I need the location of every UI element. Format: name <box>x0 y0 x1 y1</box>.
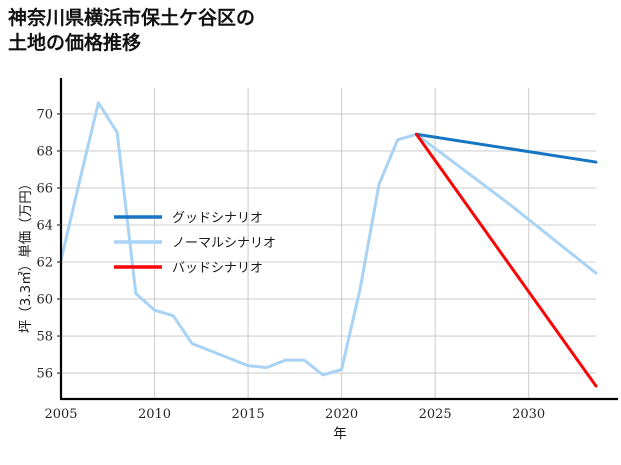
page-title: 神奈川県横浜市保土ケ谷区の 土地の価格推移 <box>8 8 256 55</box>
y-tick-labels: 56 58 60 62 64 66 68 70 <box>36 107 61 382</box>
x-tick-label: 2015 <box>232 407 265 422</box>
y-tick-label: 62 <box>36 256 53 271</box>
x-tick-label: 2025 <box>419 407 452 422</box>
x-tick-label: 2020 <box>325 407 358 422</box>
x-tick-labels: 2005 2010 2015 2020 2025 2030 <box>44 407 545 422</box>
legend-label-2: バッドシナリオ <box>172 261 263 276</box>
y-tick-label: 58 <box>36 330 53 345</box>
y-tick-label: 64 <box>36 218 53 233</box>
y-tick-label: 66 <box>36 181 53 196</box>
y-tick-label: 60 <box>36 293 53 308</box>
legend-label-1: ノーマルシナリオ <box>172 236 276 251</box>
x-tick-label: 2005 <box>44 407 77 422</box>
y-tick-label: 56 <box>36 367 53 382</box>
series-line-バッドシナリオ <box>414 132 598 388</box>
x-axis-title: 年 <box>333 426 347 442</box>
x-tick-label: 2010 <box>138 407 171 422</box>
series-line-グッドシナリオ <box>414 132 598 164</box>
x-tick-label: 2030 <box>512 407 545 422</box>
y-tick-label: 70 <box>36 107 53 122</box>
legend-label-0: グッドシナリオ <box>172 211 263 226</box>
axis-lines <box>59 78 618 401</box>
y-axis-title: 坪（3.3㎡）単価（万円） <box>18 177 34 333</box>
series-lines <box>59 101 598 388</box>
y-tick-label: 68 <box>36 144 53 159</box>
series-line-ノーマルシナリオ <box>59 101 598 377</box>
